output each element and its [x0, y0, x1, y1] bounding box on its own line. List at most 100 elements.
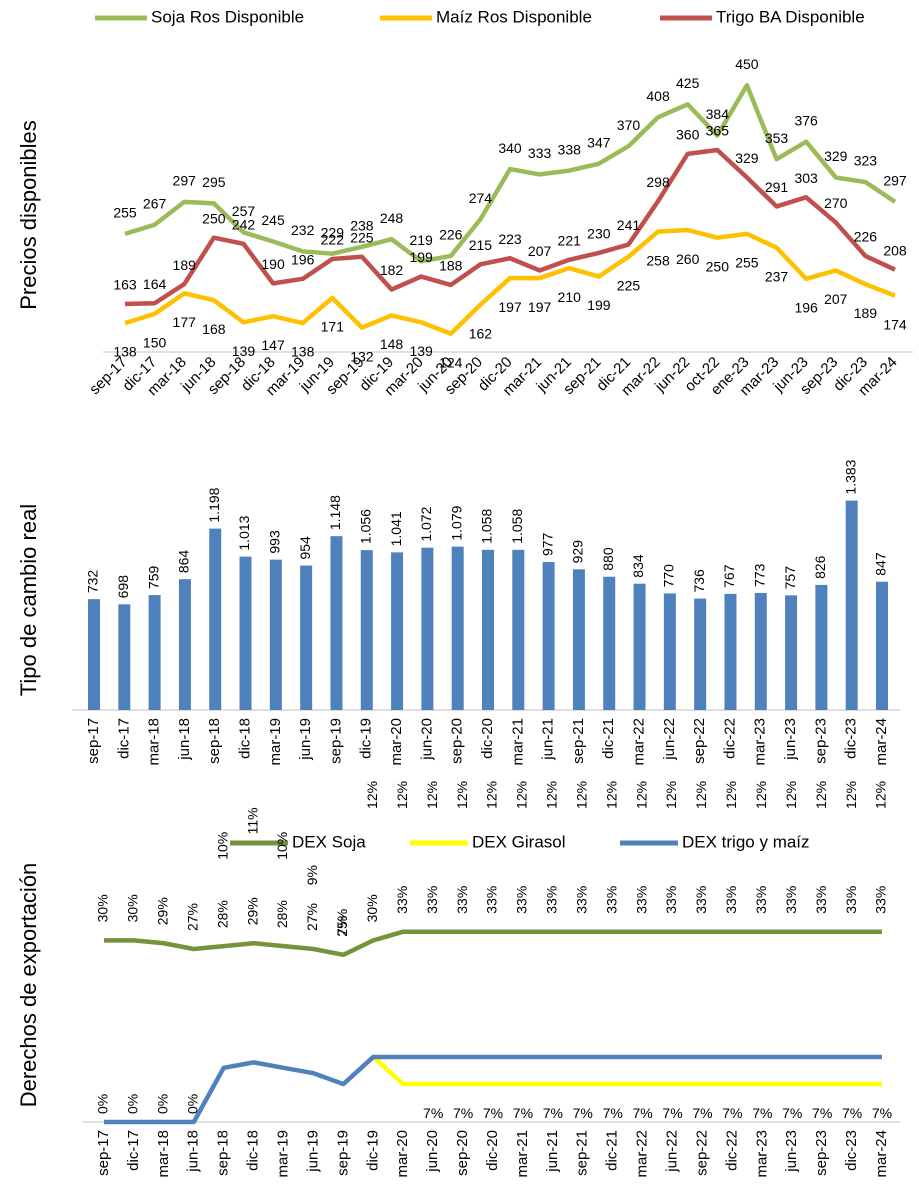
- data-label: 182: [380, 262, 404, 278]
- data-label: 229: [321, 224, 345, 240]
- data-label: 297: [883, 173, 907, 189]
- x-tick-label: dic-17: [125, 1130, 142, 1171]
- data-label: 222: [321, 232, 345, 248]
- data-label: 147: [261, 337, 285, 353]
- data-label: 215: [469, 237, 493, 253]
- series-line: [104, 1054, 882, 1125]
- bar: [542, 562, 555, 710]
- legend-label: Trigo BA Disponible: [716, 7, 865, 26]
- data-label: 150: [143, 335, 167, 351]
- data-label: 384: [706, 106, 730, 122]
- data-label: 0%: [155, 1094, 171, 1114]
- data-label: 148: [380, 336, 404, 352]
- x-tick-label: dic-19: [358, 718, 375, 759]
- x-tick-label: sep-17: [86, 354, 130, 398]
- x-tick-label: jun-20: [424, 1130, 441, 1173]
- bar: [482, 549, 494, 710]
- data-label: 360: [676, 127, 700, 143]
- data-label: 0%: [95, 1094, 111, 1114]
- x-tick-label: dic-23: [843, 718, 860, 759]
- data-label: 7%: [812, 1105, 832, 1121]
- data-label: 138: [113, 344, 137, 360]
- legend-label: DEX Girasol: [472, 832, 566, 851]
- data-label: 834: [630, 554, 646, 578]
- bar: [512, 549, 525, 710]
- data-label: 267: [143, 195, 167, 211]
- x-tick-label: mar-18: [146, 718, 163, 766]
- data-label: 9%: [304, 865, 320, 885]
- data-label: 33%: [424, 886, 440, 914]
- data-label: 0%: [125, 1094, 141, 1114]
- x-tick-label: mar-23: [752, 718, 769, 766]
- x-tick-label: dic-20: [479, 718, 496, 759]
- data-label: 225: [617, 277, 641, 293]
- bar: [360, 550, 373, 710]
- data-label: 241: [617, 217, 641, 233]
- data-label: 27%: [184, 903, 200, 931]
- data-label: 189: [854, 305, 878, 321]
- data-label: 1.013: [236, 515, 252, 550]
- data-label: 333: [528, 145, 552, 161]
- data-label: 221: [558, 232, 582, 248]
- data-label: 12%: [364, 781, 380, 809]
- y-axis-title: Derechos de exportación: [16, 863, 41, 1108]
- data-label: 30%: [364, 894, 380, 922]
- data-label: 12%: [753, 781, 769, 809]
- data-label: 139: [232, 343, 256, 359]
- series-line: [124, 82, 897, 264]
- data-label: 232: [291, 222, 315, 238]
- data-label: 199: [409, 249, 433, 265]
- data-label: 237: [765, 268, 789, 284]
- x-tick-label: mar-22: [631, 718, 648, 766]
- data-label: 29%: [244, 897, 260, 925]
- data-label: 340: [498, 140, 522, 156]
- data-label: 223: [498, 231, 522, 247]
- data-label: 12%: [813, 781, 829, 809]
- data-label: 12%: [394, 781, 410, 809]
- data-label: 329: [735, 150, 759, 166]
- data-label: 171: [321, 319, 345, 335]
- bar: [603, 576, 616, 710]
- data-label: 12%: [663, 781, 679, 809]
- data-label: 365: [706, 123, 730, 139]
- data-label: 28%: [214, 900, 230, 928]
- data-label: 250: [202, 210, 226, 226]
- data-label: 258: [646, 252, 670, 268]
- x-tick-label: sep-18: [206, 718, 223, 764]
- data-label: 1.198: [206, 487, 222, 522]
- data-label: 773: [751, 563, 767, 587]
- data-label: 7%: [782, 1105, 802, 1121]
- data-label: 210: [558, 289, 582, 305]
- data-label: 33%: [753, 886, 769, 914]
- data-label: 12%: [873, 781, 889, 809]
- x-tick-label: jun-21: [544, 1130, 561, 1173]
- data-label: 199: [587, 297, 611, 313]
- data-label: 977: [539, 532, 555, 556]
- data-label: 7%: [632, 1105, 652, 1121]
- data-label: 27%: [304, 903, 320, 931]
- data-label: 164: [143, 276, 167, 292]
- data-label: 1.058: [479, 509, 495, 544]
- data-label: 12%: [843, 781, 859, 809]
- data-label: 33%: [603, 886, 619, 914]
- x-tick-label: sep-23: [812, 718, 829, 764]
- data-label: 190: [261, 256, 285, 272]
- data-label: 1.148: [327, 495, 343, 530]
- x-tick-label: jun-21: [540, 718, 557, 761]
- data-label: 929: [570, 540, 586, 564]
- x-tick-label: jun-22: [664, 1130, 681, 1173]
- x-tick-label: mar-20: [394, 1130, 411, 1178]
- bar: [876, 581, 888, 710]
- data-label: 12%: [723, 781, 739, 809]
- data-label: 12%: [693, 781, 709, 809]
- x-tick-label: mar-20: [388, 718, 405, 766]
- data-label: 7%: [334, 916, 350, 936]
- bar: [754, 592, 767, 710]
- x-tick-label: dic-18: [245, 1130, 262, 1171]
- data-label: 28%: [274, 900, 290, 928]
- legend-label: Maíz Ros Disponible: [436, 7, 592, 26]
- x-tick-label: jun-22: [661, 718, 678, 761]
- data-label: 189: [173, 257, 197, 273]
- data-label: 7%: [573, 1105, 593, 1121]
- x-tick-label: sep-23: [813, 1130, 830, 1176]
